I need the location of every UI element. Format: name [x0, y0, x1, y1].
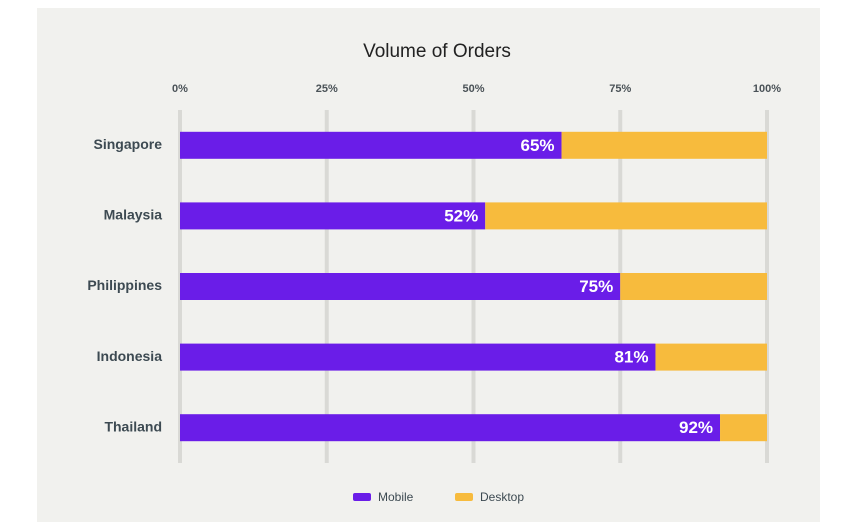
y-tick-label: Singapore [94, 136, 163, 152]
data-label: 75% [579, 277, 613, 296]
legend-swatch [353, 493, 371, 501]
x-tick-label: 75% [609, 83, 631, 95]
x-tick-label: 50% [462, 83, 484, 95]
bar-segment [561, 131, 767, 159]
bar-segment [620, 273, 767, 300]
chart-background [37, 8, 820, 522]
x-tick-label: 0% [172, 83, 188, 95]
legend-label: Mobile [378, 490, 414, 504]
data-label: 52% [444, 206, 478, 225]
x-tick-label: 100% [753, 83, 781, 95]
bar-segment [655, 343, 767, 371]
legend-label: Desktop [480, 490, 524, 504]
bar-segment [180, 414, 721, 442]
bar-segment [180, 343, 656, 371]
bar-segment [485, 202, 767, 230]
y-tick-label: Thailand [104, 418, 162, 434]
data-label: 65% [521, 136, 555, 155]
chart-title: Volume of Orders [363, 41, 511, 62]
y-tick-label: Philippines [87, 277, 162, 293]
bar-segment [720, 414, 767, 442]
bar-segment [180, 202, 486, 230]
y-tick-label: Indonesia [97, 348, 163, 364]
x-tick-label: 25% [316, 83, 338, 95]
data-label: 92% [679, 418, 713, 437]
bar-segment [180, 273, 621, 300]
legend-swatch [455, 493, 473, 501]
data-label: 81% [614, 348, 648, 367]
bar-segment [180, 131, 562, 159]
y-tick-label: Malaysia [104, 207, 163, 223]
